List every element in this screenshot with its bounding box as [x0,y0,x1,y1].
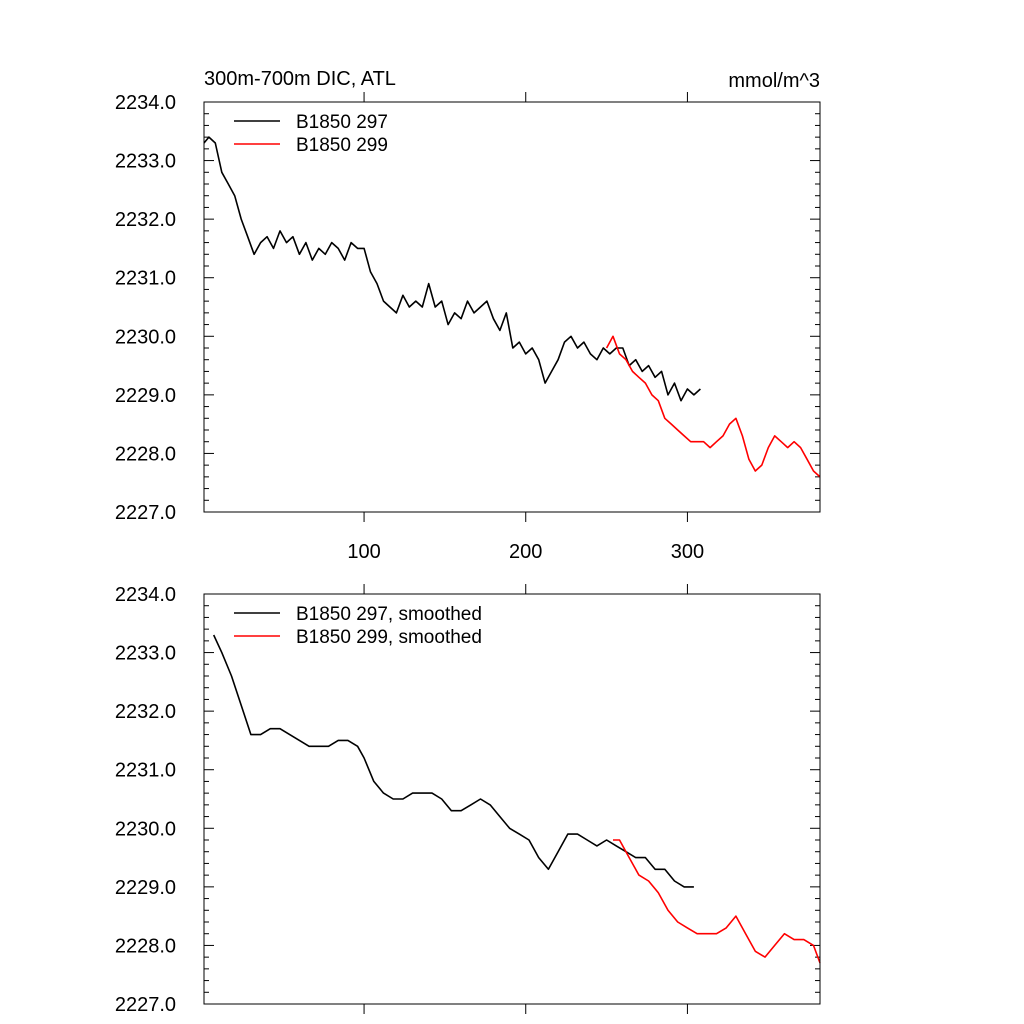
units-label: mmol/m^3 [728,70,820,92]
y-tick-label: 2229.0 [115,385,176,407]
series-line-2 [613,839,821,964]
y-tick-label: 2232.0 [115,209,176,231]
y-tick-label: 2230.0 [115,818,176,840]
y-tick-label: 2233.0 [115,151,176,173]
plot-frame [203,593,821,1005]
y-tick-label: 2232.0 [115,701,176,723]
legend-label-series-2: B1850 299, smoothed [296,627,482,648]
y-tick-label: 2234.0 [115,584,176,606]
y-tick-label: 2231.0 [115,760,176,782]
legend: B1850 297 B1850 299 [234,112,388,156]
plot-frame [203,101,821,513]
y-tick-label: 2228.0 [115,443,176,465]
chart-title: 300m-700m DIC, ATL [204,68,396,90]
y-tick-label: 2234.0 [115,92,176,114]
legend-label-series-2: B1850 299 [296,135,388,156]
y-tick-label: 2230.0 [115,326,176,348]
y-tick-label: 2227.0 [115,502,176,524]
legend-label-series-1: B1850 297 [296,112,388,133]
top-chart-panel: 300m-700m DIC, ATL mmol/m^3 2227.0 2228.0… [115,68,821,563]
y-tick-label: 2231.0 [115,268,176,290]
x-tick-label: 300 [671,541,704,563]
y-tick-label: 2228.0 [115,935,176,957]
legend: B1850 297, smoothed B1850 299, smoothed [234,604,482,648]
legend-label-series-1: B1850 297, smoothed [296,604,482,625]
x-tick-label: 200 [509,541,542,563]
series-line-2 [605,335,821,478]
y-tick-label: 2233.0 [115,643,176,665]
y-tick-label: 2227.0 [115,994,176,1016]
series-line-1 [212,634,694,888]
y-tick-label: 2229.0 [115,877,176,899]
x-tick-label: 100 [347,541,380,563]
bottom-chart-panel: 2227.0 2228.0 2229.0 2230.0 2231.0 2232.0 2233… [115,584,821,1016]
